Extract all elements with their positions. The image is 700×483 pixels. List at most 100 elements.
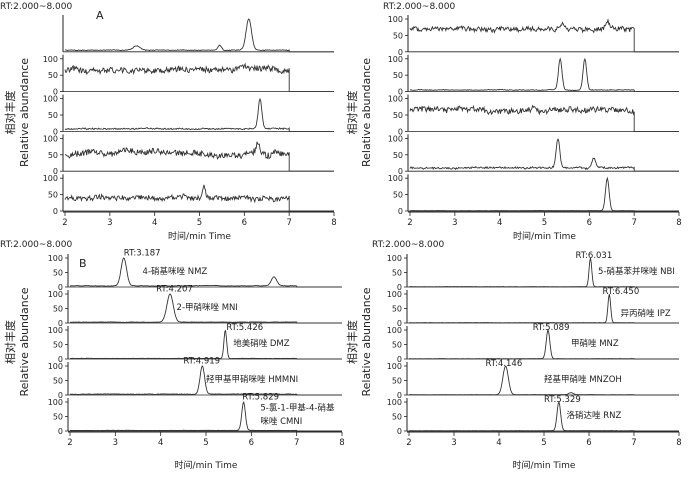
trace-2: 0 50 100 RT:4.207 2-甲硝咪唑 MNI xyxy=(48,285,342,328)
y-tick-label: 50 xyxy=(393,71,403,80)
y-tick-label: 50 xyxy=(53,269,63,278)
y-tick-label: 0 xyxy=(398,167,403,176)
peak-label: 地美硝唑 DMZ xyxy=(233,338,290,349)
peak-label: 羟甲基甲硝咪唑 HMMNI xyxy=(206,374,298,385)
trace-3: 0 50 100 RT:5.426 地美硝唑 DMZ xyxy=(48,323,342,364)
x-tick-label: 2 xyxy=(407,218,412,228)
y-tick-label: 0 xyxy=(53,88,58,97)
chromatogram-trace xyxy=(409,19,679,53)
trace-1: 0 50 100 RT:6.031 5-硝基苯并咪唑 NBI xyxy=(387,251,679,292)
x-tick-label: 5 xyxy=(197,218,202,228)
y-tick-label: 100 xyxy=(48,326,63,335)
trace-2: 0 50 100 xyxy=(388,54,679,97)
x-tick-label: 4 xyxy=(497,218,502,228)
y-tick-label: 100 xyxy=(388,55,403,64)
chromatogram-trace xyxy=(65,18,334,53)
trace-4: 0 50 100 xyxy=(388,134,679,176)
y-tick-label: 50 xyxy=(392,341,402,350)
x-axis-label: 时间/min Time xyxy=(168,230,231,242)
peak-label: RT:5.426 xyxy=(226,323,263,333)
y-tick-label: 100 xyxy=(43,134,58,143)
y-tick-label: 50 xyxy=(392,413,402,422)
y-tick-label: 0 xyxy=(398,88,403,97)
x-tick-label: 7 xyxy=(294,438,299,448)
peak-label: 咪唑 CMNI xyxy=(260,416,302,427)
chromatogram-trace xyxy=(64,62,334,93)
x-axis-label: 时间/min Time xyxy=(513,459,576,471)
chromatogram-trace xyxy=(69,257,342,288)
x-tick-label: 6 xyxy=(242,218,247,228)
y-tick-label: 100 xyxy=(48,290,63,299)
trace-5: 0 50 100 RT:5.329 洛硝达唑 RNZ xyxy=(387,395,679,436)
x-tick-label: 2 xyxy=(67,438,72,448)
x-tick-label: 4 xyxy=(158,438,163,448)
x-tick-label: 5 xyxy=(541,438,546,448)
y-axis-label-cn: 相对丰度 xyxy=(3,91,17,135)
y-axis-label-en: Relative abundance xyxy=(360,58,373,167)
y-tick-label: 100 xyxy=(387,398,402,407)
chromatogram-trace xyxy=(409,176,679,212)
trace-3: 0 50 100 xyxy=(43,94,334,136)
x-tick-label: 5 xyxy=(203,438,208,448)
peak-label: 洛硝达唑 RNZ xyxy=(567,410,622,421)
y-tick-label: 50 xyxy=(392,377,402,386)
peak-label: 4-硝基咪唑 NMZ xyxy=(143,266,208,277)
y-tick-label: 100 xyxy=(43,95,58,104)
chromatogram-trace xyxy=(409,57,679,93)
chromatogram-trace xyxy=(409,138,679,172)
chromatogram-trace xyxy=(70,293,342,324)
y-tick-label: 0 xyxy=(53,127,58,136)
y-tick-label: 100 xyxy=(387,254,402,263)
x-tick-label: 8 xyxy=(676,438,681,448)
peak-label: 甲硝唑 MNZ xyxy=(571,338,619,349)
y-tick-label: 0 xyxy=(58,283,63,292)
chromatogram-trace xyxy=(408,294,679,324)
y-tick-label: 100 xyxy=(388,15,403,24)
y-tick-label: 0 xyxy=(397,283,402,292)
y-tick-label: 100 xyxy=(43,55,58,64)
rt-range-label: RT:2.000~8.000 xyxy=(0,2,72,12)
trace-1: 0 50 100 RT:3.187 4-硝基咪唑 NMZ xyxy=(48,249,342,292)
y-axis-label-cn: 相对丰度 xyxy=(345,91,359,135)
trace-4: 0 50 100 xyxy=(43,134,334,176)
y-tick-label: 50 xyxy=(53,305,63,314)
peak-label: RT:4.919 xyxy=(183,357,220,367)
x-tick-label: 3 xyxy=(113,438,118,448)
x-tick-label: 2 xyxy=(62,218,67,228)
chromatogram-trace xyxy=(64,141,334,172)
rt-range-label: RT:2.000~8.000 xyxy=(0,240,72,250)
peak-label: RT:4.146 xyxy=(486,359,523,369)
peak-label: RT:6.450 xyxy=(603,287,640,297)
x-tick-label: 8 xyxy=(339,438,344,448)
y-tick-label: 0 xyxy=(58,391,63,400)
chromatogram-trace xyxy=(408,365,679,396)
y-tick-label: 0 xyxy=(58,427,63,436)
x-tick-label: 4 xyxy=(152,218,157,228)
y-tick-label: 100 xyxy=(43,174,58,183)
y-tick-label: 50 xyxy=(48,71,58,80)
y-tick-label: 0 xyxy=(53,207,58,216)
y-tick-label: 50 xyxy=(392,269,402,278)
peak-label: RT:3.187 xyxy=(124,249,161,259)
chromatogram-trace xyxy=(409,329,679,360)
x-tick-label: 4 xyxy=(496,438,501,448)
y-axis-label-en: Relative abundance xyxy=(360,287,373,396)
peak-label: 2-甲硝咪唑 MNI xyxy=(177,302,238,313)
y-tick-label: 0 xyxy=(397,427,402,436)
x-tick-label: 5 xyxy=(542,218,547,228)
y-tick-label: 50 xyxy=(392,305,402,314)
y-tick-label: 0 xyxy=(58,355,63,364)
y-tick-label: 100 xyxy=(388,95,403,104)
y-tick-label: 50 xyxy=(48,111,58,120)
trace-1: 0 50 100 xyxy=(388,15,679,57)
x-axis-label: 时间/min Time xyxy=(175,459,238,471)
x-tick-label: 3 xyxy=(451,438,456,448)
y-tick-label: 50 xyxy=(48,151,58,160)
y-tick-label: 100 xyxy=(48,254,63,263)
x-tick-label: 2 xyxy=(406,438,411,448)
y-tick-label: 50 xyxy=(393,191,403,200)
